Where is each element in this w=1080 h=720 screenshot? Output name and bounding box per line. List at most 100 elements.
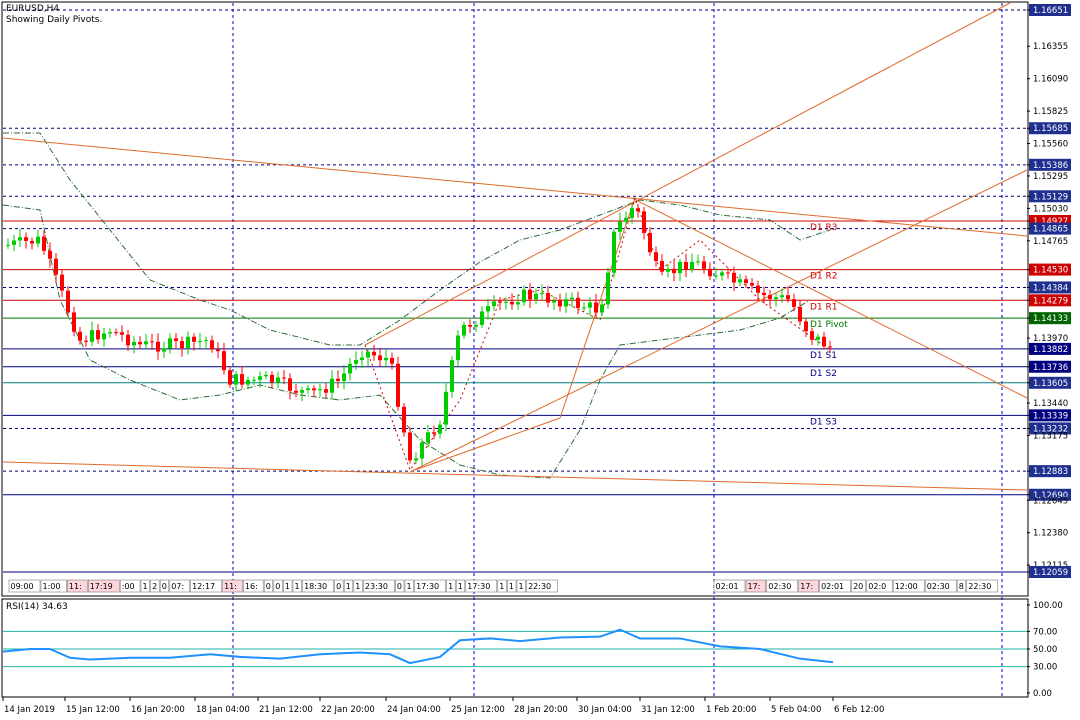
- trend-line[interactable]: [409, 169, 1028, 473]
- time-strip-box: [8, 579, 41, 593]
- price-pane[interactable]: [1, 1, 1029, 597]
- time-strip-label: 1: [295, 582, 300, 591]
- candle-body: [126, 334, 130, 346]
- candle-body: [588, 302, 592, 308]
- candle-body: [468, 324, 472, 327]
- time-axis-label: 1 Feb 20:00: [706, 705, 756, 715]
- price-label: 1.13605: [1033, 379, 1068, 389]
- time-strip-label: 1:00: [43, 582, 61, 591]
- time-strip-label: 0: [397, 582, 402, 591]
- time-strip-label: 17:: [800, 582, 813, 591]
- candle-body: [180, 341, 184, 348]
- price-label: 1.15129: [1033, 192, 1068, 202]
- time-strip-box: [263, 579, 274, 593]
- time-strip-label: 02:0: [868, 582, 886, 591]
- candle-body: [330, 378, 334, 393]
- trend-line[interactable]: [2, 461, 1028, 491]
- candle-body: [240, 374, 244, 385]
- candle-body: [492, 301, 496, 307]
- price-label: 1.16651: [1033, 6, 1068, 16]
- candle-body: [636, 208, 640, 212]
- time-strip-box: [404, 579, 414, 593]
- candle-body: [450, 360, 454, 392]
- time-strip-label: 2: [152, 582, 157, 591]
- candle-body: [798, 306, 802, 322]
- time-strip-label: 1: [346, 582, 351, 591]
- trend-line[interactable]: [364, 2, 1011, 346]
- time-strip-label: 20: [853, 582, 863, 591]
- time-strip-label: 1: [519, 582, 524, 591]
- candle-body: [756, 285, 760, 293]
- time-strip-label: 11:: [69, 582, 82, 591]
- candle-body: [438, 424, 442, 434]
- candle-body: [672, 268, 676, 274]
- candle-body: [108, 332, 112, 334]
- price-label-box: [1029, 422, 1071, 435]
- time-strip-label: 1: [407, 582, 412, 591]
- price-label: 1.16090: [1033, 75, 1068, 85]
- candle-body: [696, 261, 700, 263]
- time-strip-label: 1: [448, 582, 453, 591]
- candle-body: [780, 295, 784, 298]
- candle-body: [72, 312, 76, 332]
- candle-body: [210, 340, 214, 350]
- price-label-box: [1029, 263, 1071, 276]
- time-strip-box: [292, 579, 302, 593]
- candle-body: [270, 374, 274, 383]
- price-label: 1.14865: [1033, 225, 1068, 235]
- pivot-label: D1 S2: [810, 369, 837, 379]
- candle-body: [336, 378, 340, 381]
- price-label-box: [1029, 312, 1071, 325]
- candle-body: [312, 388, 316, 391]
- rsi-pane[interactable]: [1, 598, 1029, 698]
- candle-body: [762, 292, 766, 296]
- candle-body: [618, 221, 622, 232]
- time-strip-label: 02:01: [821, 582, 844, 591]
- rsi-axis-label: 100.00: [1033, 601, 1063, 611]
- price-label-box: [1029, 190, 1071, 203]
- candle-body: [264, 374, 268, 377]
- rsi-axis-label: 70.00: [1033, 627, 1057, 637]
- time-strip-box: [819, 579, 851, 593]
- zigzag-line: [364, 196, 831, 472]
- trend-line[interactable]: [2, 137, 1028, 237]
- candle-body: [360, 357, 364, 361]
- candle-body: [414, 458, 418, 461]
- price-label-box: [1029, 281, 1071, 294]
- time-axis-label: 6 Feb 12:00: [834, 705, 884, 715]
- candle-body: [282, 377, 286, 379]
- candle-body: [816, 336, 820, 340]
- time-strip-box: [455, 579, 466, 593]
- trend-line[interactable]: [414, 417, 561, 471]
- candle-body: [174, 338, 178, 342]
- trend-lines[interactable]: [2, 2, 1028, 491]
- candle-body: [630, 208, 634, 218]
- candle-body: [228, 370, 232, 385]
- time-strip-box: [159, 579, 170, 593]
- candle-body: [540, 292, 544, 294]
- time-strip-label: 22:30: [528, 582, 551, 591]
- time-axis-label: 18 Jan 04:00: [196, 705, 250, 715]
- time-strip-label: 02:01: [716, 582, 739, 591]
- candle-body: [54, 258, 58, 275]
- candle-body: [564, 299, 568, 307]
- time-strip-label: 18:30: [304, 582, 327, 591]
- candle-body: [654, 252, 658, 262]
- price-axis: 1.16651 1.16355 1.16090 1.15825 1.15685 1.155…: [1027, 4, 1071, 578]
- time-axis-label: 16 Jan 20:00: [131, 705, 185, 715]
- price-label-box: [1029, 360, 1071, 373]
- price-label: 1.15560: [1033, 140, 1068, 150]
- candle-body: [318, 389, 322, 391]
- candle-body: [258, 376, 262, 380]
- time-strip-box: [190, 579, 222, 593]
- rsi-axis-label: 30.00: [1033, 663, 1057, 673]
- trend-line[interactable]: [631, 197, 1028, 399]
- candle-body: [48, 250, 52, 259]
- price-label: 1.14384: [1033, 283, 1068, 293]
- time-strip-box: [892, 579, 925, 593]
- candle-body: [726, 272, 730, 274]
- time-strip-box: [222, 579, 243, 593]
- candle-body: [6, 244, 10, 246]
- price-label: 1.13440: [1033, 399, 1068, 409]
